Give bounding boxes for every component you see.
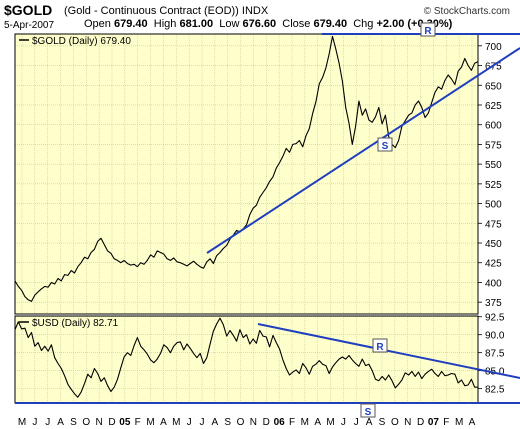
usd-xtick-label: A (160, 417, 167, 428)
usd-xtick-label: F (443, 417, 449, 428)
gold-ytick-label: 375 (485, 298, 502, 309)
usd-ytick-label: 82.5 (485, 385, 505, 396)
chg-label: Chg (353, 18, 374, 30)
usd-xtick-label: M (455, 417, 463, 428)
usd-price-line (14, 317, 478, 398)
usd-xtick-label: A (366, 417, 373, 428)
usd-xtick-label: O (237, 417, 245, 428)
high-label: High (153, 18, 177, 30)
gold-ytick-label: 700 (485, 42, 502, 53)
usd-xtick-label: 07 (428, 417, 440, 428)
gold-ytick-label: 675 (485, 62, 502, 73)
usd-xtick-label: A (469, 417, 476, 428)
low-value: 676.60 (242, 18, 277, 30)
close-label: Close (282, 18, 311, 30)
usd-xtick-label: 05 (119, 417, 131, 428)
high-value: 681.00 (179, 18, 214, 30)
gold-ytick-label: 400 (485, 278, 502, 289)
usd-xtick-label: F (135, 417, 141, 428)
usd-xtick-label: O (82, 417, 90, 428)
usd-xtick-label: D (417, 417, 424, 428)
symbol-description: (Gold - Continuous Contract (EOD)) (64, 5, 239, 17)
usd-xtick-label: M (301, 417, 309, 428)
usd-xtick-label: M (326, 417, 334, 428)
gold-ytick-label: 650 (485, 81, 502, 92)
exchange-label: INDX (241, 5, 269, 17)
usd-xtick-label: A (314, 417, 321, 428)
usd-xtick-label: N (96, 417, 103, 428)
usd-xtick-label: M (146, 417, 154, 428)
gold-legend: $GOLD (Daily) 679.40 (32, 36, 131, 47)
usd-xtick-label: J (187, 417, 192, 428)
usd-xtick-label: 06 (274, 417, 286, 428)
usd-xtick-label: F (289, 417, 295, 428)
watermark: © StockCharts.com (423, 6, 510, 17)
usd-ytick-label: 92.5 (485, 313, 505, 324)
usd-support-badge-box (360, 403, 376, 418)
usd-xtick-label: O (391, 417, 399, 428)
usd-panel: 82.585.087.590.092.5MJJASOND05FMAMJJASON… (14, 313, 520, 428)
low-label: Low (219, 18, 240, 30)
quote-date: 5-Apr-2007 (4, 20, 55, 31)
gold-support-trendline (206, 47, 520, 254)
usd-xtick-label: S (70, 417, 77, 428)
open-label: Open (84, 18, 111, 30)
usd-xtick-label: A (57, 417, 64, 428)
symbol-subtitle: (Gold - Continuous Contract (EOD)) INDX (64, 5, 268, 17)
usd-plot-area (15, 316, 478, 403)
usd-xtick-label: M (172, 417, 180, 428)
gold-plot-area (15, 34, 478, 314)
gold-ytick-label: 500 (485, 200, 502, 211)
gold-ytick-label: 425 (485, 259, 502, 270)
gold-ytick-label: 600 (485, 121, 502, 132)
usd-xtick-label: J (341, 417, 346, 428)
gold-ytick-label: 550 (485, 160, 502, 171)
usd-xtick-label: M (18, 417, 26, 428)
usd-xtick-label: D (108, 417, 115, 428)
usd-resistance-badge: R (376, 342, 384, 353)
gold-ytick-label: 525 (485, 180, 502, 191)
gold-support-badge: S (382, 141, 389, 152)
gold-resistance-badge-box (420, 22, 436, 37)
usd-xtick-label: J (354, 417, 359, 428)
usd-xtick-label: S (224, 417, 231, 428)
usd-ytick-label: 87.5 (485, 349, 505, 360)
usd-xtick-label: N (250, 417, 257, 428)
usd-ytick-label: 90.0 (485, 331, 505, 342)
usd-support-badge: S (365, 407, 372, 418)
usd-xtick-label: A (212, 417, 219, 428)
gold-ytick-label: 625 (485, 101, 502, 112)
usd-xtick-label: J (45, 417, 50, 428)
usd-legend: $USD (Daily) 82.71 (32, 318, 119, 329)
gold-resistance-badge: R (424, 26, 432, 37)
gold-ytick-label: 450 (485, 239, 502, 250)
usd-resistance-trendline (257, 323, 520, 379)
usd-xtick-label: J (200, 417, 205, 428)
gold-frame (14, 33, 479, 315)
quote-line: Open 679.40 High 681.00 Low 676.60 Close… (84, 18, 452, 30)
gold-price-line (14, 35, 479, 302)
usd-resistance-badge-box (372, 338, 388, 353)
usd-xtick-label: J (32, 417, 37, 428)
gold-ytick-label: 475 (485, 219, 502, 230)
open-value: 679.40 (113, 18, 148, 30)
close-value: 679.40 (313, 18, 348, 30)
usd-xtick-label: S (379, 417, 386, 428)
symbol-title: $GOLD (4, 2, 53, 18)
gold-panel: 375 400 425 450 475 500 525 550 575 600 625 650 675 7… (14, 22, 520, 328)
gold-support-badge-box (377, 137, 393, 152)
usd-xtick-label: N (404, 417, 411, 428)
gold-ytick-label: 575 (485, 140, 502, 151)
usd-xtick-label: D (263, 417, 270, 428)
